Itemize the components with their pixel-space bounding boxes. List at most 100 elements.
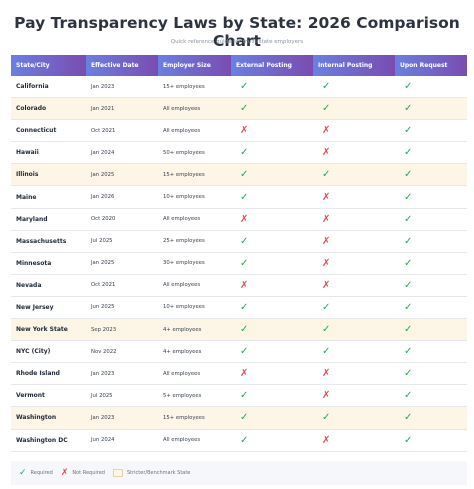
table-cell: All employees xyxy=(158,208,231,231)
status-cell: ✓ xyxy=(231,97,313,121)
status-cell: ✓ xyxy=(313,76,395,99)
table-cell: 15+ employees xyxy=(158,406,231,430)
table-cell: All employees xyxy=(158,274,231,297)
table-cell: Rhode Island xyxy=(11,362,86,386)
table-cell: NYC (City) xyxy=(11,340,86,364)
status-cell: ✗ xyxy=(313,119,395,143)
table-cell: Oct 2021 xyxy=(86,274,158,297)
table-row: Maryland Oct 2020 All employees ✗ ✗ ✓ xyxy=(11,208,467,231)
table-cell: Jan 2023 xyxy=(86,406,158,430)
status-cell: ✗ xyxy=(313,384,395,408)
status-cell: ✓ xyxy=(231,429,313,452)
table-cell: Nov 2022 xyxy=(86,340,158,364)
table-body: California Jan 2023 15+ employees ✓ ✓ ✓ Colora… xyxy=(11,76,467,452)
table-cell: Jan 2026 xyxy=(86,185,158,209)
status-cell: ✓ xyxy=(313,318,395,342)
status-cell: ✓ xyxy=(395,163,467,187)
table-cell: Jan 2024 xyxy=(86,141,158,165)
table-cell: New York State xyxy=(11,318,86,342)
table-cell: Jan 2023 xyxy=(86,362,158,386)
status-cell: ✗ xyxy=(313,185,395,209)
column-header: Internal Posting xyxy=(313,55,395,76)
status-cell: ✓ xyxy=(231,230,313,253)
status-cell: ✗ xyxy=(231,119,313,143)
status-cell: ✓ xyxy=(395,340,467,364)
table-cell: Jul 2025 xyxy=(86,230,158,253)
table-row: Maine Jan 2026 10+ employees ✓ ✗ ✓ xyxy=(11,185,467,209)
legend-item: Stricter/Benchmark State xyxy=(112,469,190,477)
table-cell: Jan 2023 xyxy=(86,76,158,99)
status-cell: ✓ xyxy=(395,362,467,386)
status-cell: ✗ xyxy=(313,429,395,452)
status-cell: ✓ xyxy=(395,230,467,253)
table-cell: Jun 2025 xyxy=(86,296,158,320)
status-cell: ✓ xyxy=(231,141,313,165)
legend-swatch xyxy=(112,469,123,477)
table-cell: Nevada xyxy=(11,274,86,297)
table-cell: Oct 2020 xyxy=(86,208,158,231)
table-row: Washington Jan 2023 15+ employees ✓ ✓ ✓ xyxy=(11,406,467,430)
status-cell: ✓ xyxy=(395,274,467,297)
column-header: State/City xyxy=(11,55,86,76)
column-header: External Posting xyxy=(231,55,313,76)
subtitle: Quick reference guide for multi-state em… xyxy=(170,39,304,45)
status-cell: ✓ xyxy=(395,296,467,320)
status-cell: ✓ xyxy=(231,384,313,408)
table-cell: 10+ employees xyxy=(158,296,231,320)
table-cell: 50+ employees xyxy=(158,141,231,165)
table-cell: Illinois xyxy=(11,163,86,187)
status-cell: ✓ xyxy=(231,406,313,430)
table-row: Rhode Island Jan 2023 All employees ✗ ✗ ✓ xyxy=(11,362,467,386)
status-cell: ✓ xyxy=(231,76,313,99)
status-cell: ✗ xyxy=(231,274,313,297)
table-cell: 4+ employees xyxy=(158,318,231,342)
status-cell: ✓ xyxy=(313,340,395,364)
status-cell: ✗ xyxy=(313,208,395,231)
status-cell: ✓ xyxy=(395,185,467,209)
legend-icon: ✓ xyxy=(19,468,27,478)
table-cell: Maine xyxy=(11,185,86,209)
legend-item: ✗ Not Required xyxy=(61,468,105,478)
status-cell: ✗ xyxy=(231,208,313,231)
status-cell: ✓ xyxy=(395,318,467,342)
table-row: Washington DC Jun 2024 All employees ✓ ✗ ✓ xyxy=(11,429,467,452)
legend: ✓ Required ✗ Not Required Stricter/Benchma… xyxy=(11,461,467,485)
header-row: State/City Effective Date Employer Size Ext… xyxy=(11,55,467,76)
table-cell: 25+ employees xyxy=(158,230,231,253)
status-cell: ✓ xyxy=(231,318,313,342)
legend-icon: ✗ xyxy=(60,468,69,478)
table-row: New Jersey Jun 2025 10+ employees ✓ ✓ ✓ xyxy=(11,296,467,320)
table-cell: All employees xyxy=(158,362,231,386)
status-cell: ✓ xyxy=(395,384,467,408)
table-cell: Maryland xyxy=(11,208,86,231)
table-cell: 15+ employees xyxy=(158,76,231,99)
status-cell: ✓ xyxy=(231,252,313,275)
table-cell: Jan 2025 xyxy=(86,163,158,187)
status-cell: ✓ xyxy=(395,97,467,121)
table-cell: Jun 2024 xyxy=(86,429,158,452)
table-row: Minnesota Jan 2025 30+ employees ✓ ✗ ✓ xyxy=(11,252,467,275)
status-cell: ✓ xyxy=(313,406,395,430)
table-cell: Massachusetts xyxy=(11,230,86,253)
table-cell: Jul 2025 xyxy=(86,384,158,408)
table-cell: 10+ employees xyxy=(158,185,231,209)
table-row: New York State Sep 2023 4+ employees ✓ ✓ ✓ xyxy=(11,318,467,342)
table-row: Illinois Jan 2025 15+ employees ✓ ✓ ✓ xyxy=(11,163,467,187)
column-header: Upon Request xyxy=(395,55,467,76)
status-cell: ✓ xyxy=(231,163,313,187)
table-row: Colorado Jan 2021 All employees ✓ ✓ ✓ xyxy=(11,97,467,121)
table-row: Massachusetts Jul 2025 25+ employees ✓ ✗ ✓ xyxy=(11,230,467,253)
status-cell: ✗ xyxy=(313,141,395,165)
table-cell: California xyxy=(11,76,86,99)
table-cell: Oct 2021 xyxy=(86,119,158,143)
table-row: Connecticut Oct 2021 All employees ✗ ✗ ✓ xyxy=(11,119,467,143)
table-cell: 30+ employees xyxy=(158,252,231,275)
table-cell: All employees xyxy=(158,429,231,452)
table-cell: Vermont xyxy=(11,384,86,408)
table-cell: Sep 2023 xyxy=(86,318,158,342)
status-cell: ✓ xyxy=(395,208,467,231)
comparison-table: State/City Effective Date Employer Size Ext… xyxy=(11,55,467,452)
column-header: Effective Date xyxy=(86,55,158,76)
table-cell: All employees xyxy=(158,97,231,121)
